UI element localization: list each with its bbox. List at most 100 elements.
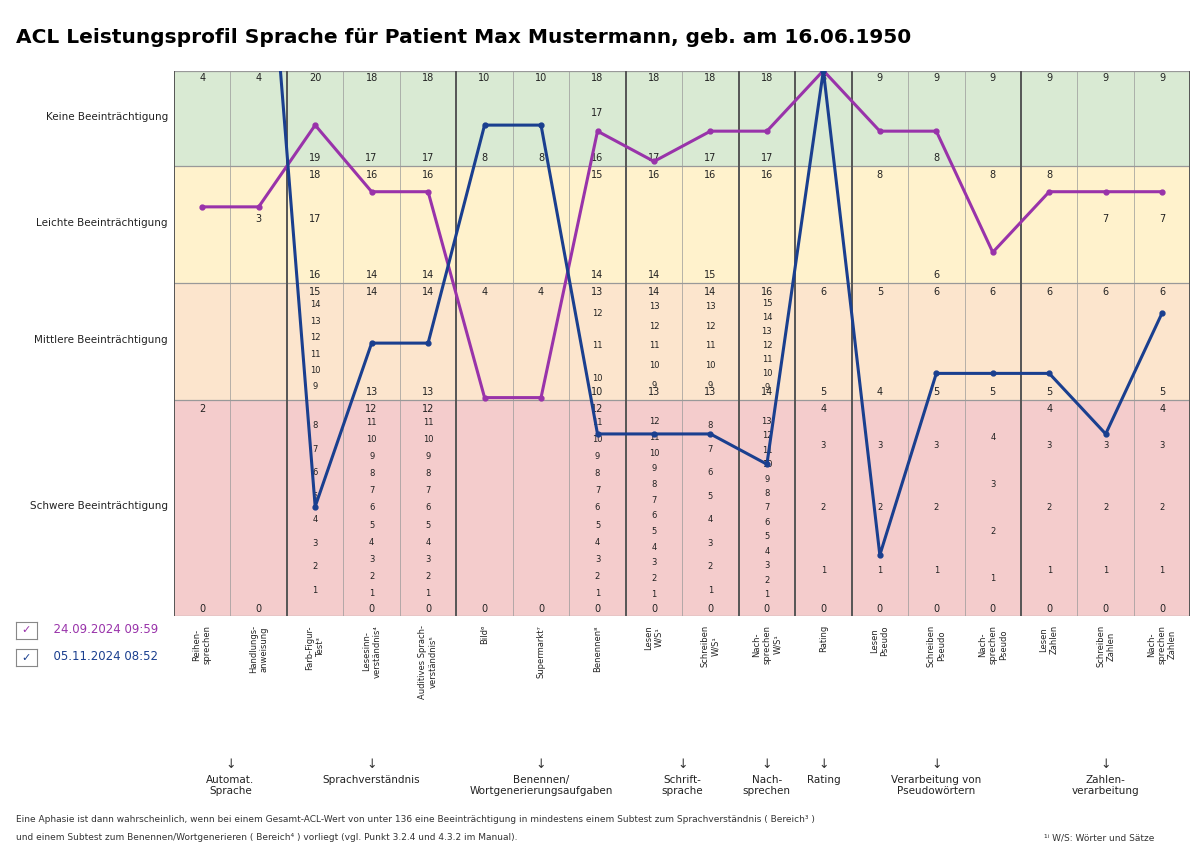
- Text: 10: 10: [366, 435, 377, 444]
- Text: Schreiben
W/S¹: Schreiben W/S¹: [701, 625, 720, 667]
- Text: 16: 16: [761, 287, 773, 297]
- Text: 8: 8: [538, 152, 544, 163]
- Text: 2: 2: [652, 574, 656, 583]
- Text: 1: 1: [370, 589, 374, 598]
- Bar: [174, 166, 1190, 283]
- Text: 10: 10: [310, 366, 320, 375]
- Text: 9: 9: [934, 73, 940, 84]
- Text: 3: 3: [990, 480, 996, 489]
- Text: 12: 12: [649, 322, 659, 331]
- Text: 15: 15: [762, 300, 772, 308]
- Text: 10: 10: [592, 387, 604, 397]
- Text: 5: 5: [312, 492, 318, 501]
- Text: 12: 12: [592, 404, 604, 413]
- Text: 6: 6: [1159, 287, 1165, 297]
- Text: 14: 14: [366, 287, 378, 297]
- Text: 0: 0: [425, 604, 431, 614]
- Bar: [174, 283, 1190, 400]
- Text: ↓: ↓: [535, 758, 546, 771]
- Text: 0: 0: [256, 604, 262, 614]
- Text: Lesesinn-
verständnis⁴: Lesesinn- verständnis⁴: [362, 625, 382, 678]
- Text: 1: 1: [1046, 567, 1052, 575]
- Text: 17: 17: [704, 152, 716, 163]
- Text: 8: 8: [990, 170, 996, 180]
- Text: ↓: ↓: [1100, 758, 1111, 771]
- Text: 2: 2: [426, 572, 431, 581]
- Text: 12: 12: [762, 431, 772, 440]
- Text: Farb-Figur-
Test³: Farb-Figur- Test³: [306, 625, 325, 670]
- Text: 4: 4: [1159, 404, 1165, 413]
- Text: 4: 4: [821, 404, 827, 413]
- Text: 2: 2: [1103, 504, 1109, 512]
- Bar: [174, 400, 1190, 616]
- Text: 4: 4: [256, 73, 262, 84]
- Text: ↓: ↓: [677, 758, 688, 771]
- Text: 11: 11: [593, 341, 602, 350]
- Text: 3: 3: [652, 558, 656, 567]
- Text: 5: 5: [990, 387, 996, 397]
- Text: 14: 14: [366, 270, 378, 280]
- Text: 9: 9: [764, 474, 769, 484]
- Text: 13: 13: [706, 302, 715, 311]
- Text: 17: 17: [308, 214, 322, 224]
- Text: Schreiben
Pseudo: Schreiben Pseudo: [926, 625, 946, 667]
- Text: 7: 7: [312, 445, 318, 454]
- Text: 16: 16: [592, 152, 604, 163]
- Text: 11: 11: [762, 356, 772, 364]
- Text: 3: 3: [256, 214, 262, 224]
- Text: 7: 7: [368, 486, 374, 495]
- Text: 24.09.2024 09:59: 24.09.2024 09:59: [46, 623, 158, 636]
- Text: 9: 9: [764, 383, 769, 393]
- Text: 4: 4: [199, 73, 205, 84]
- Text: 9: 9: [595, 452, 600, 461]
- Text: 2: 2: [312, 562, 318, 571]
- Text: Zahlen-
verarbeitung: Zahlen- verarbeitung: [1072, 775, 1140, 796]
- Text: Verarbeitung von
Pseudowörtern: Verarbeitung von Pseudowörtern: [892, 775, 982, 796]
- Text: 4: 4: [764, 547, 769, 556]
- Text: 16: 16: [366, 170, 378, 180]
- Text: 18: 18: [648, 73, 660, 84]
- Text: 10: 10: [649, 361, 659, 370]
- Text: 13: 13: [422, 387, 434, 397]
- Text: 9: 9: [1103, 73, 1109, 84]
- Text: 5: 5: [821, 387, 827, 397]
- Text: 5: 5: [764, 532, 769, 542]
- Text: 1: 1: [1159, 567, 1165, 575]
- Text: Lesen
Pseudo: Lesen Pseudo: [870, 625, 889, 655]
- Text: 1: 1: [1103, 567, 1109, 575]
- Text: 0: 0: [594, 604, 600, 614]
- Text: 13: 13: [366, 387, 378, 397]
- Text: 9: 9: [1046, 73, 1052, 84]
- Text: 9: 9: [990, 73, 996, 84]
- Text: 13: 13: [762, 327, 773, 337]
- Text: 12: 12: [762, 341, 772, 350]
- Text: 6: 6: [312, 468, 318, 477]
- Text: 1: 1: [426, 589, 431, 598]
- Text: 7: 7: [764, 504, 769, 512]
- Text: 2: 2: [199, 404, 205, 413]
- Text: 4: 4: [481, 287, 487, 297]
- Text: Keine Beeinträchtigung: Keine Beeinträchtigung: [46, 112, 168, 121]
- Text: 3: 3: [708, 539, 713, 548]
- Text: Nach-
sprechen
Zahlen: Nach- sprechen Zahlen: [1147, 625, 1177, 664]
- Text: 7: 7: [1103, 214, 1109, 224]
- Text: 05.11.2024 08:52: 05.11.2024 08:52: [46, 650, 157, 664]
- Text: ↓: ↓: [762, 758, 772, 771]
- Text: 6: 6: [934, 287, 940, 297]
- Text: 18: 18: [422, 73, 434, 84]
- Text: 0: 0: [1103, 604, 1109, 614]
- Text: 5: 5: [934, 387, 940, 397]
- Text: 18: 18: [310, 170, 322, 180]
- Text: 5: 5: [1046, 387, 1052, 397]
- Text: 3: 3: [934, 441, 938, 449]
- Text: ✓: ✓: [22, 653, 31, 663]
- Text: 12: 12: [593, 308, 602, 318]
- Text: Reihen-
sprechen: Reihen- sprechen: [192, 625, 212, 664]
- Text: 3: 3: [764, 561, 769, 570]
- Text: Mittlere Beeinträchtigung: Mittlere Beeinträchtigung: [35, 335, 168, 345]
- Text: 0: 0: [707, 604, 714, 614]
- Text: Rating: Rating: [806, 775, 840, 785]
- Text: 11: 11: [762, 446, 772, 455]
- Text: 4: 4: [595, 537, 600, 547]
- Text: ✓: ✓: [22, 625, 31, 635]
